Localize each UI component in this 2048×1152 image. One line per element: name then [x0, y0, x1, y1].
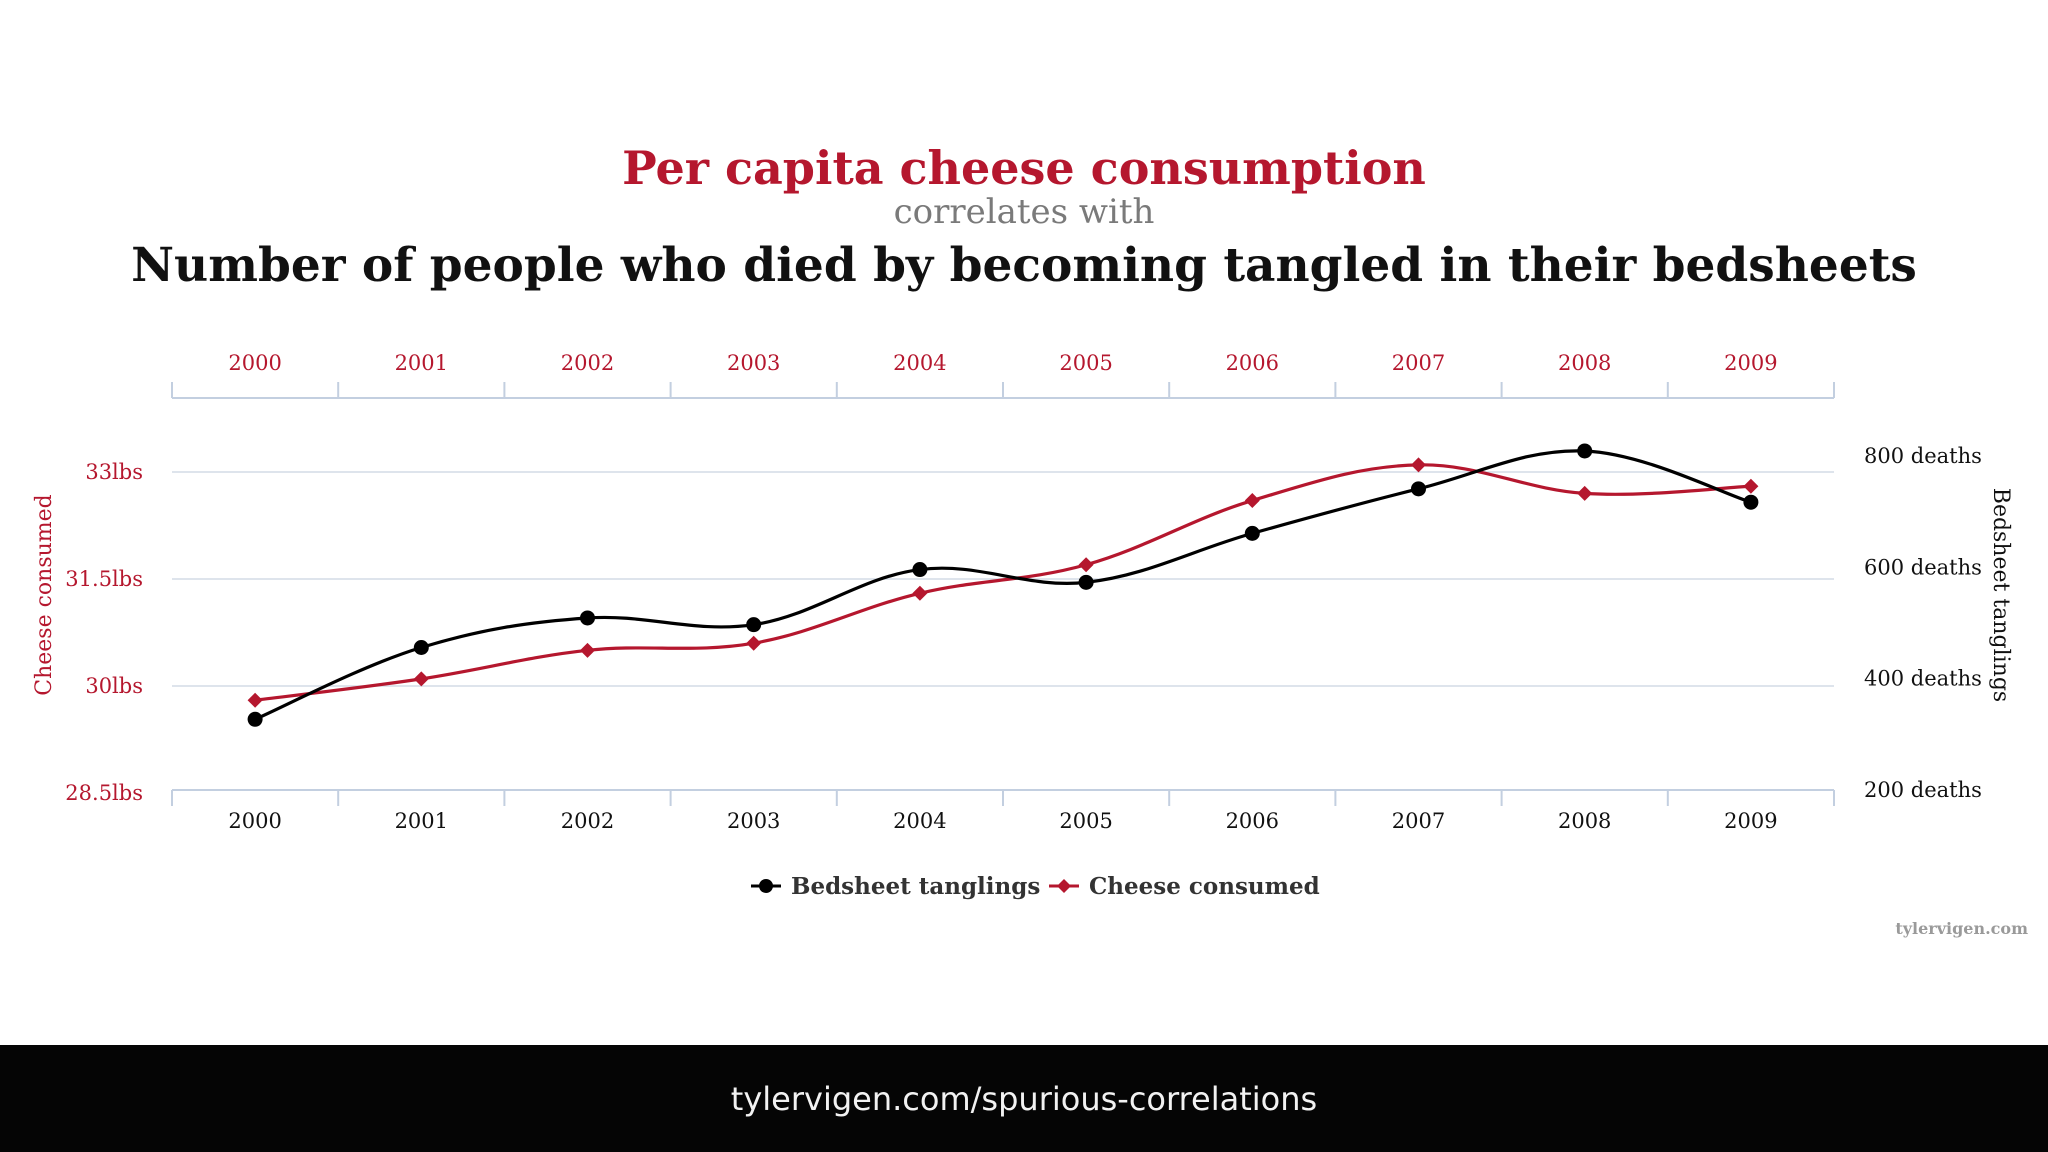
bedsheet-tanglings-point: [746, 617, 762, 633]
legend-label: Bedsheet tanglings: [791, 873, 1040, 900]
bedsheet-tanglings-point: [912, 562, 928, 578]
chart-title: Per capita cheese consumption: [622, 141, 1426, 195]
legend-swatch-marker: [1057, 879, 1071, 893]
bottom-x-tick-label: 2000: [228, 809, 281, 833]
correlation-chart: 2000 2000 2001 2001 2002 2002 2003 2003 2004 2004…: [32, 351, 2028, 938]
bottom-x-tick-label: 2002: [561, 809, 614, 833]
left-y-tick-label: 30lbs: [85, 674, 143, 698]
bottom-x-tick-label: 2009: [1724, 809, 1777, 833]
top-x-tick-label: 2008: [1558, 351, 1611, 375]
legend[interactable]: Bedsheet tanglings Cheese consumed: [751, 873, 1320, 900]
cheese-consumed-point: [580, 642, 595, 658]
cheese-consumed-point: [912, 585, 928, 601]
right-y-tick-label: 400 deaths: [1864, 667, 1982, 691]
top-x-tick-label: 2007: [1392, 351, 1445, 375]
top-x-tick-label: 2002: [561, 351, 614, 375]
cheese-consumed-point: [1078, 557, 1094, 573]
top-x-tick-label: 2001: [395, 351, 448, 375]
cheese-consumed-point: [413, 671, 429, 687]
footer-url[interactable]: tylervigen.com/spurious-correlations: [730, 1080, 1318, 1118]
bottom-x-tick-label: 2005: [1059, 809, 1112, 833]
legend-swatch-marker: [759, 879, 773, 893]
left-y-tick-label: 28.5lbs: [65, 781, 143, 805]
bottom-x-tick-label: 2006: [1226, 809, 1279, 833]
bottom-x-tick-label: 2001: [395, 809, 448, 833]
bottom-x-tick-label: 2008: [1558, 809, 1611, 833]
top-x-tick-label: 2000: [228, 351, 281, 375]
left-y-tick-label: 33lbs: [85, 460, 143, 484]
cheese-consumed-point: [1411, 457, 1426, 473]
cheese-consumed-point: [746, 635, 762, 651]
cheese-consumed-point: [1244, 493, 1260, 509]
bottom-x-tick-label: 2003: [727, 809, 780, 833]
top-x-tick-label: 2009: [1724, 351, 1777, 375]
left-y-tick-label: 31.5lbs: [65, 567, 143, 591]
cheese-consumed-line: [254, 463, 1751, 702]
top-x-tick-label: 2005: [1059, 351, 1112, 375]
bottom-x-tick-label: 2004: [893, 809, 946, 833]
bedsheet-tanglings-point: [1743, 494, 1759, 510]
footer-bar: [0, 1045, 2048, 1152]
bedsheet-tanglings-point: [580, 610, 595, 626]
right-y-tick-label: 600 deaths: [1864, 555, 1982, 579]
cheese-consumed-point: [1577, 485, 1593, 501]
bedsheet-tanglings-point: [413, 639, 429, 655]
bedsheet-tanglings-point: [1244, 525, 1260, 541]
cheese-consumed-point: [247, 692, 263, 708]
top-x-tick-label: 2006: [1226, 351, 1279, 375]
right-y-tick-label: 200 deaths: [1864, 778, 1982, 802]
bedsheet-tanglings-line: [254, 449, 1752, 721]
bedsheet-tanglings-point: [1411, 481, 1426, 497]
left-axis-title: Cheese consumed: [32, 494, 57, 696]
bedsheet-tanglings-point: [1577, 443, 1593, 459]
bedsheet-tanglings-point: [1078, 574, 1094, 590]
bedsheet-tanglings-point: [247, 711, 263, 727]
cheese-consumed-point: [1743, 478, 1759, 494]
bottom-x-tick-label: 2007: [1392, 809, 1445, 833]
right-y-tick-label: 800 deaths: [1864, 444, 1982, 468]
right-axis-title: Bedsheet tanglings: [1988, 488, 2013, 702]
legend-label: Cheese consumed: [1089, 873, 1320, 900]
chart-subtitle: correlates with: [893, 192, 1155, 232]
chart-title-secondary: Number of people who died by becoming ta…: [131, 238, 1917, 293]
top-x-tick-label: 2003: [727, 351, 780, 375]
top-x-tick-label: 2004: [893, 351, 946, 375]
credit-text: tylervigen.com: [1895, 919, 2028, 938]
